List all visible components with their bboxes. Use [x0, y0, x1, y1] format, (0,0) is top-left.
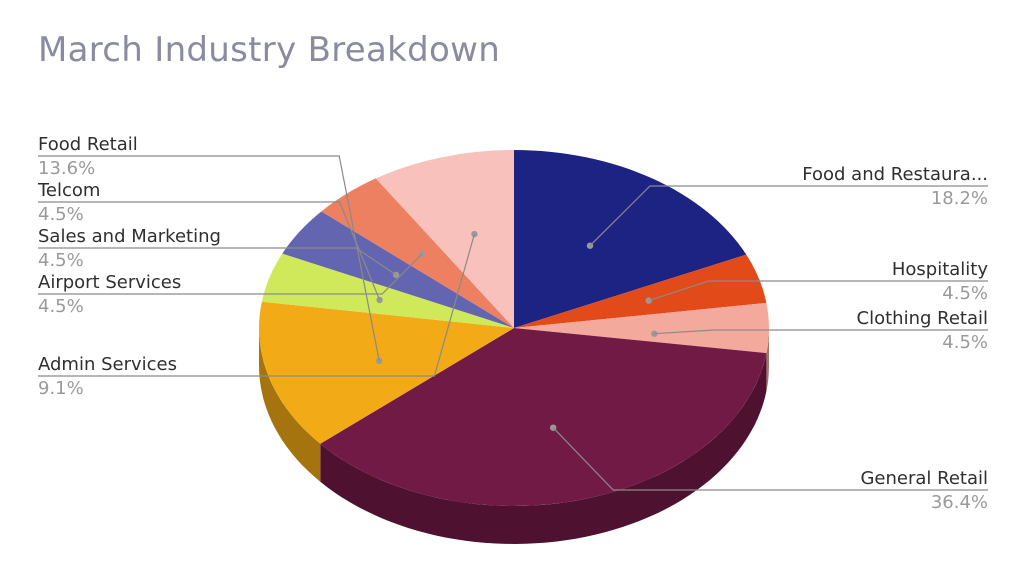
slice-label: Food and Restaura... [802, 164, 988, 185]
slice-label: Hospitality [892, 259, 989, 280]
slice-label: Sales and Marketing [38, 226, 221, 247]
slice-label: Airport Services [38, 272, 181, 293]
leader-line [38, 233, 475, 377]
leader-line [38, 155, 380, 361]
slice-percent-label: 4.5% [38, 204, 84, 225]
slice-label: General Retail [860, 468, 988, 489]
slice-percent-label: 4.5% [942, 332, 988, 353]
leader-line [552, 427, 988, 491]
leader-line [38, 247, 397, 276]
slice-percent-label: 18.2% [931, 188, 988, 209]
slice-clothing-retail[interactable] [514, 302, 769, 354]
slice-percent-label: 9.1% [38, 378, 84, 399]
leader-line [654, 329, 988, 335]
leader-line [648, 280, 988, 302]
slice-label: Telcom [37, 180, 100, 201]
slice-admin-services[interactable] [375, 150, 514, 328]
slice-hospitality[interactable] [514, 254, 767, 328]
slice-percent-label: 36.4% [931, 492, 988, 513]
leader-line [589, 185, 988, 247]
slice-side-food-retail [259, 328, 321, 482]
slice-side-general-retail [320, 353, 767, 544]
slice-telcom[interactable] [261, 253, 514, 328]
chart-title: March Industry Breakdown [38, 30, 501, 70]
slice-label: Clothing Retail [857, 308, 988, 329]
slice-food-retail[interactable] [259, 301, 514, 444]
slice-percent-label: 4.5% [38, 296, 84, 317]
slice-percent-label: 4.5% [38, 250, 84, 271]
slice-label: Food Retail [38, 134, 138, 155]
slice-side-clothing-retail [766, 328, 769, 392]
slice-airport-services[interactable] [321, 178, 514, 328]
slice-label: Admin Services [38, 354, 177, 375]
slice-percent-label: 13.6% [38, 158, 95, 179]
slice-percent-label: 4.5% [942, 283, 988, 304]
slice-general-retail[interactable] [320, 328, 767, 506]
slice-food-and-restaura[interactable] [514, 150, 747, 328]
leader-line [38, 201, 381, 301]
leader-line [38, 253, 423, 295]
